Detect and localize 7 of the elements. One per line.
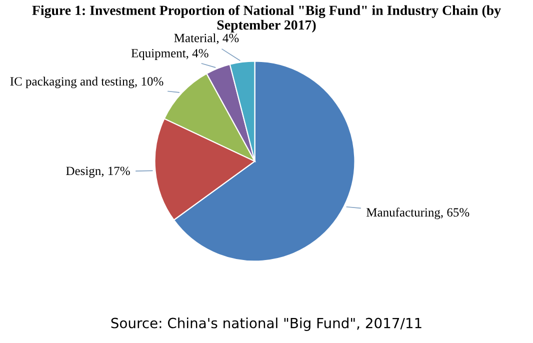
chart-title: Figure 1: Investment Proportion of National "Big Fund" in Industry Chain (by September 2017) xyxy=(32,5,501,33)
slice-label: Manufacturing, 65% xyxy=(366,208,470,220)
source-note: Source: China's national "Big Fund", 2017/11 xyxy=(111,318,422,331)
slice-label: IC packaging and testing, 10% xyxy=(10,76,164,88)
slice-label: Material, 4% xyxy=(174,33,239,44)
slice-label: Design, 17% xyxy=(66,166,130,178)
slice-label: Equipment, 4% xyxy=(131,48,208,60)
